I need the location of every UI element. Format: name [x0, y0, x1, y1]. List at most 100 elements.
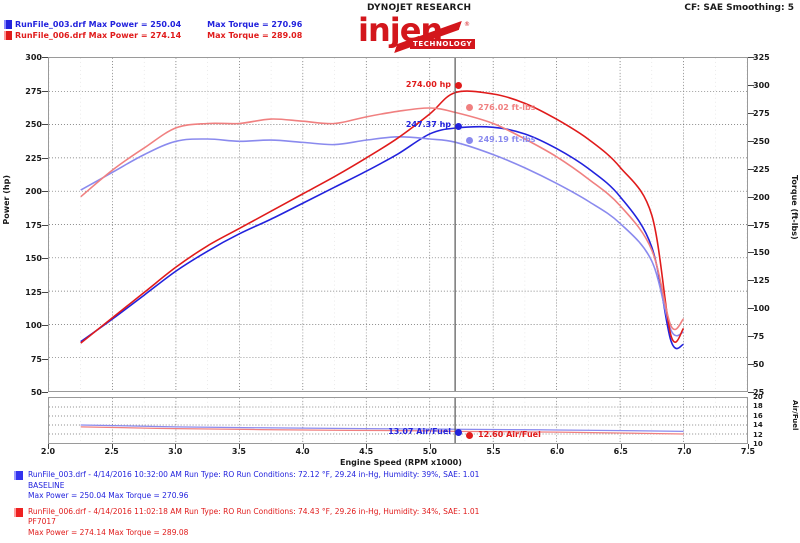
- y-tickmark-right: [748, 280, 754, 282]
- y-tickmark-right: [748, 224, 754, 226]
- top-legend-row-0: RunFile_003.drf Max Power = 250.04 Max T…: [4, 19, 302, 30]
- x-tick-7: 7.0: [677, 447, 692, 456]
- y-tickmark-left: [42, 392, 48, 393]
- dynojet-research-title: DYNOJET RESEARCH: [367, 3, 472, 13]
- run-detail-1: RunFile_006.drf - 4/14/2016 11:02:18 AM …: [14, 506, 480, 539]
- series-curve-1: [80, 136, 684, 337]
- y-tickmark-left: [42, 124, 48, 125]
- legend-torque-0: Max Torque = 270.96: [207, 20, 303, 29]
- callout-dot-0[interactable]: [455, 82, 462, 89]
- x-tickmark: [238, 444, 240, 449]
- injen-logo: injen ® TECHNOLOGY: [358, 14, 478, 48]
- y-tick-left-275: 275: [25, 86, 42, 96]
- y-tick-right-250: 250: [753, 136, 770, 146]
- trademark-icon: ®: [464, 21, 470, 28]
- legend-file-1: RunFile_006.drf Max Power = 274.14: [15, 31, 182, 40]
- y-tickmark-right: [748, 392, 754, 393]
- series-curve-2: [80, 90, 685, 344]
- callout-dot-4[interactable]: [455, 429, 462, 436]
- y-tick-left-50: 50: [30, 388, 42, 397]
- footer-swatch-blue: [14, 471, 23, 480]
- callout-label-0: 274.00 hp: [405, 80, 451, 89]
- main-plot-area[interactable]: [48, 57, 748, 392]
- x-tick-3: 3.0: [168, 447, 183, 456]
- y-tick-left-100: 100: [25, 321, 42, 330]
- x-tick-6: 6.0: [549, 447, 565, 456]
- legend-torque-1: Max Torque = 289.08: [207, 31, 303, 40]
- y-tickmark-right: [748, 57, 754, 58]
- y-axis-left-title: Power (hp): [2, 175, 11, 225]
- af-tick-20: 20: [753, 393, 763, 401]
- y-tick-left-75: 75: [30, 354, 42, 364]
- callout-dot-5[interactable]: [466, 432, 473, 439]
- legend-file-0: RunFile_003.drf Max Power = 250.04: [15, 20, 182, 29]
- legend-swatch-red: [4, 31, 12, 40]
- x-axis-title: Engine Speed (RPM x1000): [340, 458, 462, 467]
- callout-label-3: 249.19 ft-lbs: [478, 135, 536, 144]
- x-tickmark: [557, 444, 559, 449]
- y-tick-right-225: 225: [753, 164, 770, 174]
- x-tickmark: [748, 444, 749, 449]
- af-axis-title: Air/Fuel: [791, 400, 799, 431]
- y-tickmark-left: [42, 90, 48, 92]
- air-fuel-plot-area[interactable]: [48, 397, 748, 444]
- run-1-line3: Max Power = 274.14 Max Torque = 289.08: [28, 527, 189, 537]
- x-tick-4: 4.0: [295, 447, 310, 456]
- callout-dot-3[interactable]: [466, 137, 473, 144]
- air-fuel-curves: [49, 398, 747, 443]
- run-detail-0: RunFile_003.drf - 4/14/2016 10:32:00 AM …: [14, 470, 479, 502]
- af-curve-1: [80, 426, 684, 435]
- run-1-line1: RunFile_006.drf - 4/14/2016 11:02:18 AM …: [28, 506, 480, 516]
- power-torque-curves: [49, 58, 747, 391]
- y-tickmark-left: [42, 358, 48, 360]
- y-tick-right-150: 150: [753, 248, 770, 258]
- y-tickmark-left: [42, 291, 48, 293]
- x-tickmark: [48, 444, 49, 449]
- x-tick-3.5: 3.5: [231, 447, 246, 456]
- y-tick-right-200: 200: [753, 192, 770, 202]
- y-tickmark-right: [748, 140, 754, 142]
- af-tick-16: 16: [753, 411, 763, 420]
- run-0-line3: Max Power = 250.04 Max Torque = 270.96: [28, 491, 189, 500]
- x-tickmark: [493, 444, 495, 449]
- run-1-line2: PF7017: [28, 517, 56, 526]
- y-tick-right-100: 100: [753, 304, 770, 314]
- y-tick-right-325: 325: [753, 53, 770, 62]
- y-tick-right-75: 75: [753, 332, 765, 342]
- y-tick-left-125: 125: [25, 287, 42, 297]
- y-tick-right-175: 175: [753, 220, 770, 230]
- y-tickmark-right: [748, 112, 754, 114]
- y-tick-right-50: 50: [753, 360, 765, 370]
- y-tickmark-right: [748, 364, 754, 366]
- y-tick-left-225: 225: [25, 153, 42, 163]
- callout-label-4: 13.07 Air/Fuel: [388, 427, 451, 436]
- x-tickmark: [620, 444, 622, 449]
- y-tickmark-left: [42, 224, 48, 226]
- y-tick-right-275: 275: [753, 108, 770, 118]
- y-tick-right-125: 125: [753, 276, 770, 286]
- cf-smoothing-text: CF: SAE Smoothing: 5: [684, 3, 794, 13]
- x-tickmark: [366, 444, 368, 449]
- top-legend: RunFile_003.drf Max Power = 250.04 Max T…: [4, 19, 302, 41]
- footer-swatch-red: [14, 507, 23, 517]
- run-0-line2: BASELINE: [28, 480, 65, 490]
- af-tick-12: 12: [753, 430, 763, 439]
- af-tick-18: 18: [753, 402, 763, 411]
- x-tick-6.5: 6.5: [613, 447, 628, 456]
- x-tick-2: 2.0: [40, 447, 56, 456]
- x-tick-4.5: 4.5: [359, 447, 374, 456]
- callout-label-2: 247.37 hp: [405, 120, 451, 129]
- y-tickmark-right: [748, 168, 754, 170]
- x-tick-5: 5.0: [422, 447, 437, 456]
- callout-dot-1[interactable]: [466, 104, 473, 111]
- top-legend-row-1: RunFile_006.drf Max Power = 274.14 Max T…: [4, 30, 302, 41]
- af-tick-10: 10: [753, 440, 763, 448]
- x-tickmark: [111, 444, 113, 449]
- y-tickmark-left: [42, 191, 48, 192]
- callout-label-1: 276.02 ft-lbs: [478, 103, 536, 112]
- x-tickmark: [429, 444, 431, 449]
- y-tickmark-left: [42, 325, 48, 326]
- y-tick-right-25: 25: [753, 388, 765, 397]
- y-tickmark-left: [42, 57, 48, 58]
- callout-dot-2[interactable]: [455, 123, 462, 130]
